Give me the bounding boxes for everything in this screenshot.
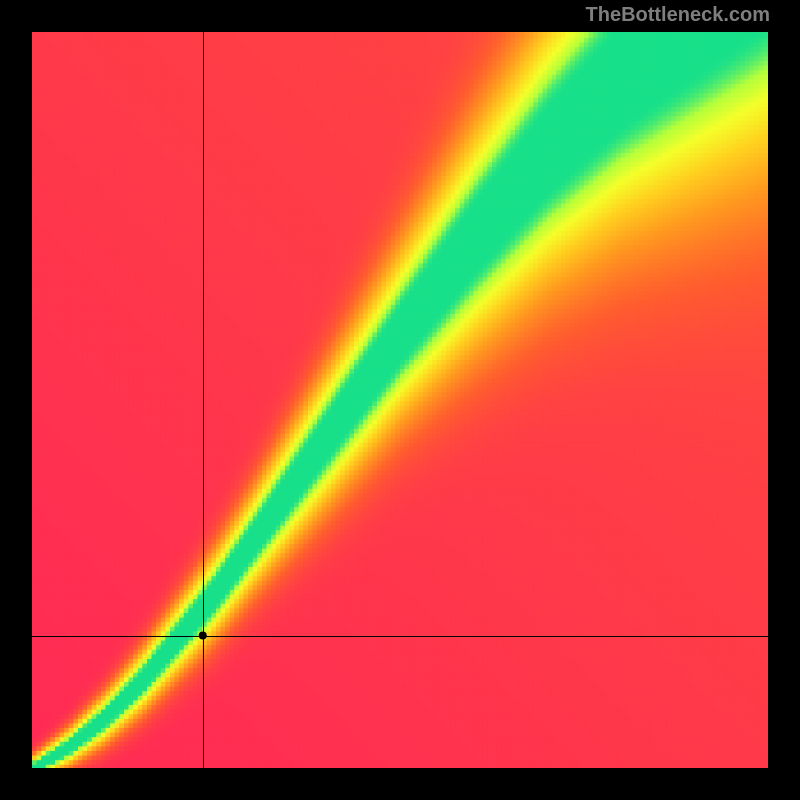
bottleneck-heatmap [32, 32, 768, 768]
attribution-watermark: TheBottleneck.com [586, 4, 770, 27]
chart-container: TheBottleneck.com [0, 0, 800, 800]
